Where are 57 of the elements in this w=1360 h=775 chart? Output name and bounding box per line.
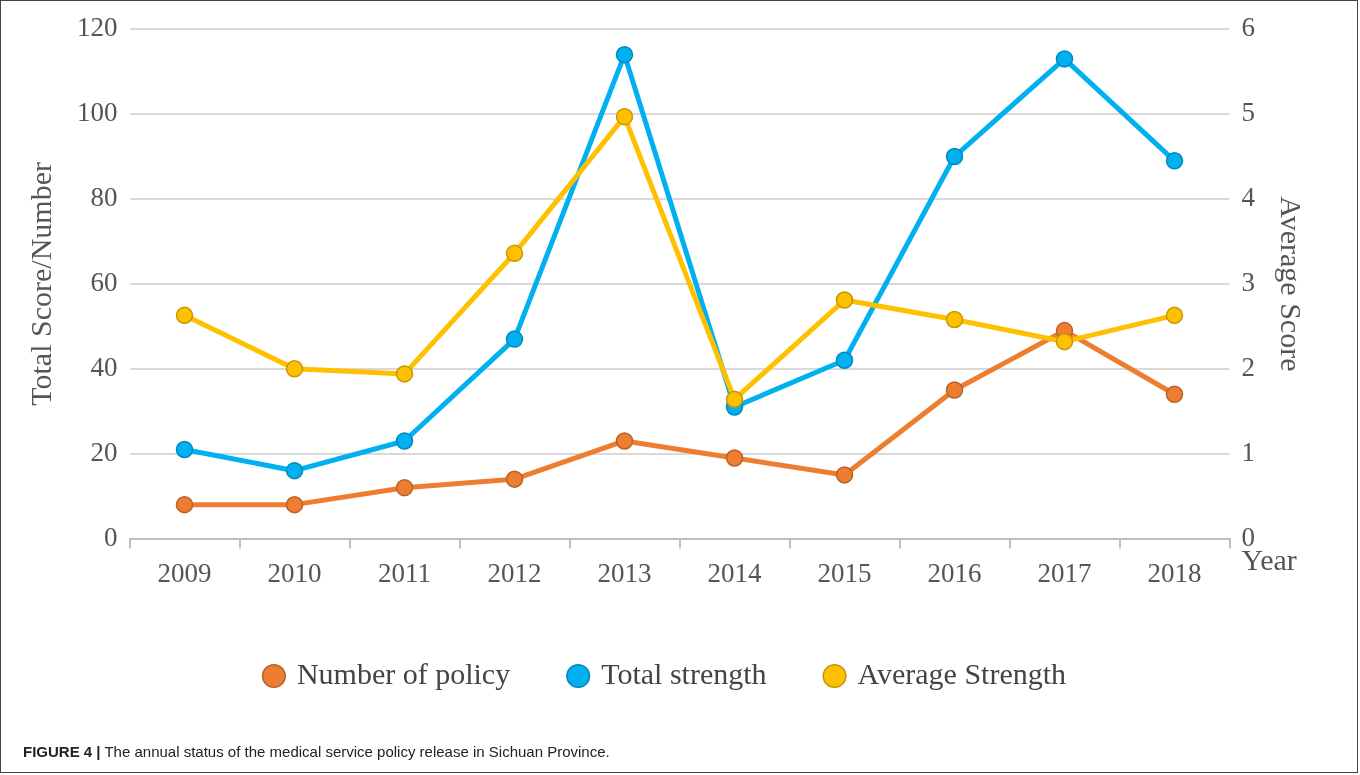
x-tick-label: 2017 bbox=[1037, 557, 1092, 588]
caption: FIGURE 4 | The annual status of the medical service policy release in Sichuan Province. bbox=[23, 743, 610, 760]
legend-label: Number of policy bbox=[296, 656, 511, 690]
y2-tick-label: 5 bbox=[1241, 97, 1255, 128]
y-tick-label: 60 bbox=[90, 266, 118, 297]
point bbox=[505, 330, 524, 348]
point bbox=[835, 466, 854, 484]
x-tick-label: 2011 bbox=[378, 557, 431, 588]
point bbox=[835, 351, 854, 370]
point bbox=[1165, 385, 1184, 404]
point bbox=[835, 291, 854, 309]
point bbox=[175, 440, 194, 459]
point bbox=[505, 244, 524, 263]
y2-tick-label: 2 bbox=[1241, 351, 1255, 382]
y2-tick-label: 4 bbox=[1241, 182, 1256, 213]
y2-axis-title: Average Score bbox=[1275, 196, 1309, 372]
point bbox=[725, 449, 744, 467]
legend-label: Average Strength bbox=[857, 656, 1067, 690]
y2-tick-label: 3 bbox=[1241, 266, 1255, 297]
point bbox=[945, 147, 964, 166]
point bbox=[395, 478, 414, 497]
y-tick-label: 120 bbox=[77, 12, 118, 43]
point bbox=[1055, 332, 1074, 351]
point bbox=[725, 390, 744, 409]
y-tick-label: 20 bbox=[90, 436, 118, 467]
point bbox=[615, 107, 634, 126]
point bbox=[175, 306, 194, 325]
y-axis-title: Total Score/Number bbox=[23, 162, 57, 406]
point bbox=[285, 461, 304, 480]
x-tick-label: 2016 bbox=[927, 557, 982, 588]
x-tick-label: 2009 bbox=[157, 557, 212, 588]
point bbox=[175, 495, 194, 514]
x-tick-label: 2015 bbox=[817, 557, 872, 588]
point bbox=[1165, 152, 1184, 170]
x-tick-label: 2013 bbox=[597, 557, 652, 588]
point bbox=[505, 470, 524, 488]
y2-tick-label: 6 bbox=[1241, 12, 1255, 43]
y-tick-label: 100 bbox=[77, 97, 118, 128]
point bbox=[615, 45, 634, 64]
point bbox=[1055, 50, 1074, 68]
x-tick-label: 2012 bbox=[487, 557, 542, 588]
y-tick-label: 40 bbox=[90, 351, 118, 382]
y2-tick-label: 1 bbox=[1241, 436, 1255, 467]
point bbox=[945, 310, 964, 329]
point bbox=[945, 381, 964, 399]
y-tick-label: 80 bbox=[90, 182, 118, 213]
x-tick-label: 2018 bbox=[1147, 557, 1202, 588]
point bbox=[395, 365, 414, 383]
x-tick-label: 2014 bbox=[707, 557, 762, 588]
point bbox=[615, 432, 634, 450]
y-tick-label: 0 bbox=[104, 521, 118, 552]
legend-label: Total strength bbox=[601, 656, 767, 690]
point bbox=[395, 432, 414, 450]
point bbox=[285, 495, 304, 514]
x-tick-label: 2010 bbox=[267, 557, 322, 588]
point bbox=[285, 360, 304, 378]
point bbox=[1165, 306, 1184, 325]
